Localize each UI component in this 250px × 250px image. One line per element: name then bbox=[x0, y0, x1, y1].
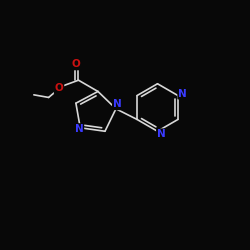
Text: N: N bbox=[178, 89, 187, 99]
Text: N: N bbox=[113, 99, 122, 109]
Text: N: N bbox=[74, 124, 83, 134]
Text: O: O bbox=[72, 60, 80, 70]
Text: O: O bbox=[55, 83, 64, 93]
Text: N: N bbox=[157, 129, 166, 139]
